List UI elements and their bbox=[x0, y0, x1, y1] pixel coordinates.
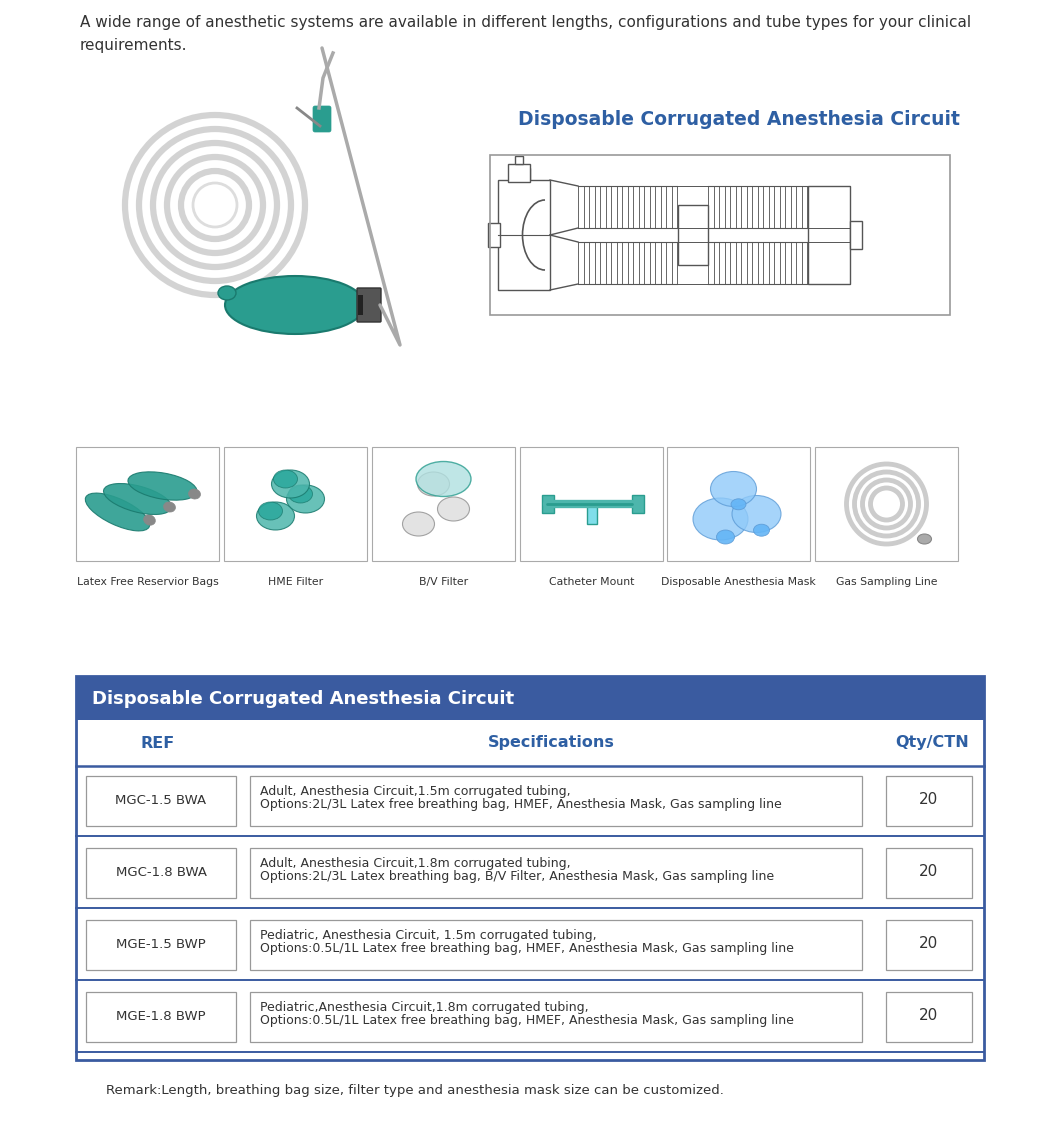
Bar bbox=[520, 447, 662, 561]
Ellipse shape bbox=[731, 499, 746, 510]
Bar bbox=[632, 496, 643, 513]
Ellipse shape bbox=[259, 502, 283, 521]
Ellipse shape bbox=[286, 485, 324, 513]
Ellipse shape bbox=[225, 276, 365, 335]
Bar bbox=[886, 992, 972, 1042]
Bar bbox=[850, 221, 862, 249]
Bar bbox=[358, 295, 363, 315]
Text: Options:2L/3L Latex breathing bag, B/V Filter, Anesthesia Mask, Gas sampling lin: Options:2L/3L Latex breathing bag, B/V F… bbox=[260, 870, 774, 883]
Text: REF: REF bbox=[141, 736, 175, 751]
FancyBboxPatch shape bbox=[357, 288, 381, 322]
Text: Disposable Anesthesia Mask: Disposable Anesthesia Mask bbox=[661, 577, 816, 587]
Text: Options:2L/3L Latex free breathing bag, HMEF, Anesthesia Mask, Gas sampling line: Options:2L/3L Latex free breathing bag, … bbox=[260, 798, 782, 811]
Bar bbox=[76, 676, 984, 1060]
Text: Adult, Anesthesia Circuit,1.8m corrugated tubing,: Adult, Anesthesia Circuit,1.8m corrugate… bbox=[260, 857, 570, 870]
Ellipse shape bbox=[288, 485, 313, 503]
Text: Options:0.5L/1L Latex free breathing bag, HMEF, Anesthesia Mask, Gas sampling li: Options:0.5L/1L Latex free breathing bag… bbox=[260, 942, 794, 955]
Bar bbox=[86, 776, 236, 826]
Bar bbox=[372, 447, 515, 561]
Text: Catheter Mount: Catheter Mount bbox=[549, 577, 634, 587]
Text: MGC-1.5 BWA: MGC-1.5 BWA bbox=[116, 794, 207, 806]
Bar bbox=[86, 920, 236, 970]
Ellipse shape bbox=[732, 496, 781, 533]
Ellipse shape bbox=[403, 511, 435, 536]
Ellipse shape bbox=[104, 483, 172, 515]
Bar bbox=[542, 496, 553, 513]
Bar bbox=[488, 223, 500, 247]
Ellipse shape bbox=[438, 497, 470, 521]
Ellipse shape bbox=[693, 498, 748, 540]
Bar bbox=[250, 992, 862, 1042]
Bar bbox=[86, 992, 236, 1042]
Text: MGE-1.8 BWP: MGE-1.8 BWP bbox=[117, 1009, 206, 1023]
Ellipse shape bbox=[416, 462, 471, 497]
Text: requirements.: requirements. bbox=[80, 39, 188, 53]
Text: Disposable Corrugated Anesthesia Circuit: Disposable Corrugated Anesthesia Circuit bbox=[518, 110, 960, 129]
Text: Remark:Length, breathing bag size, filter type and anesthesia mask size can be c: Remark:Length, breathing bag size, filte… bbox=[106, 1084, 724, 1097]
Ellipse shape bbox=[418, 472, 449, 496]
Bar bbox=[886, 776, 972, 826]
Ellipse shape bbox=[163, 502, 176, 513]
Text: Specifications: Specifications bbox=[488, 736, 615, 751]
Bar bbox=[515, 156, 523, 164]
Text: Latex Free Reservior Bags: Latex Free Reservior Bags bbox=[76, 577, 218, 587]
Text: Pediatric,Anesthesia Circuit,1.8m corrugated tubing,: Pediatric,Anesthesia Circuit,1.8m corrug… bbox=[260, 1001, 588, 1014]
Bar bbox=[76, 447, 219, 561]
Text: MGE-1.5 BWP: MGE-1.5 BWP bbox=[117, 938, 206, 950]
Bar bbox=[498, 180, 550, 290]
Ellipse shape bbox=[218, 286, 236, 301]
Ellipse shape bbox=[710, 472, 757, 507]
Text: 20: 20 bbox=[919, 937, 938, 951]
Ellipse shape bbox=[257, 502, 295, 530]
Ellipse shape bbox=[754, 524, 770, 536]
Text: A wide range of anesthetic systems are available in different lengths, configura: A wide range of anesthetic systems are a… bbox=[80, 15, 971, 29]
Text: 20: 20 bbox=[919, 864, 938, 880]
Bar bbox=[86, 848, 236, 898]
Bar bbox=[886, 920, 972, 970]
Ellipse shape bbox=[273, 469, 298, 488]
Text: Qty/CTN: Qty/CTN bbox=[895, 736, 969, 751]
Bar bbox=[250, 776, 862, 826]
Ellipse shape bbox=[717, 530, 735, 544]
Text: B/V Filter: B/V Filter bbox=[419, 577, 469, 587]
Ellipse shape bbox=[189, 489, 200, 499]
Text: Disposable Corrugated Anesthesia Circuit: Disposable Corrugated Anesthesia Circuit bbox=[92, 689, 514, 708]
FancyBboxPatch shape bbox=[313, 105, 331, 132]
Bar bbox=[76, 676, 984, 720]
Bar bbox=[886, 848, 972, 898]
Bar bbox=[250, 848, 862, 898]
Text: Gas Sampling Line: Gas Sampling Line bbox=[835, 577, 937, 587]
Text: MGC-1.8 BWA: MGC-1.8 BWA bbox=[116, 865, 207, 879]
Bar bbox=[510, 168, 530, 180]
Bar bbox=[250, 920, 862, 970]
Text: 20: 20 bbox=[919, 1008, 938, 1024]
Text: 20: 20 bbox=[919, 793, 938, 807]
Bar bbox=[808, 186, 850, 284]
Ellipse shape bbox=[128, 472, 197, 500]
Bar bbox=[224, 447, 367, 561]
Text: Adult, Anesthesia Circuit,1.5m corrugated tubing,: Adult, Anesthesia Circuit,1.5m corrugate… bbox=[260, 785, 570, 798]
Bar bbox=[508, 164, 530, 181]
Bar bbox=[586, 503, 597, 524]
Bar bbox=[815, 447, 958, 561]
Text: Pediatric, Anesthesia Circuit, 1.5m corrugated tubing,: Pediatric, Anesthesia Circuit, 1.5m corr… bbox=[260, 929, 597, 942]
Text: Options:0.5L/1L Latex free breathing bag, HMEF, Anesthesia Mask, Gas sampling li: Options:0.5L/1L Latex free breathing bag… bbox=[260, 1014, 794, 1027]
Ellipse shape bbox=[918, 534, 932, 544]
Ellipse shape bbox=[271, 469, 310, 498]
Bar bbox=[678, 205, 708, 265]
Circle shape bbox=[193, 183, 237, 227]
Ellipse shape bbox=[85, 493, 149, 531]
Ellipse shape bbox=[144, 515, 156, 525]
Bar bbox=[490, 155, 950, 315]
Bar bbox=[667, 447, 810, 561]
Text: HME Filter: HME Filter bbox=[268, 577, 323, 587]
